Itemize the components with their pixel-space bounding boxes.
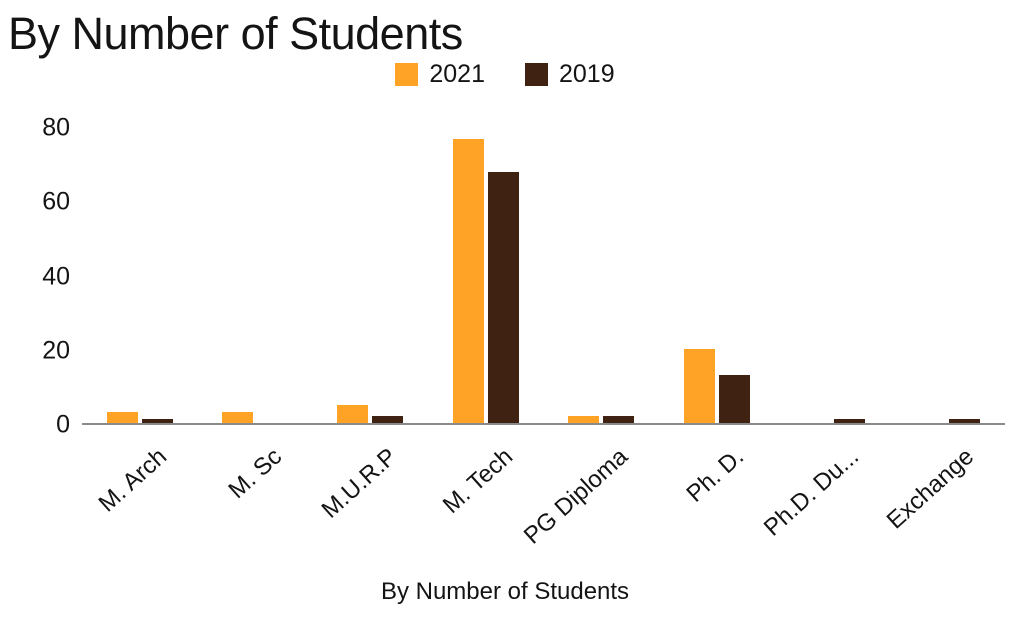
- bar-2019-m-arch[interactable]: [141, 419, 173, 423]
- legend-item-2019[interactable]: 2019: [525, 60, 615, 89]
- legend-label: 2019: [559, 60, 615, 88]
- bar-2019-ph-d[interactable]: [718, 375, 750, 423]
- y-tick-label-20: 20: [42, 336, 70, 365]
- bar-group-exchange: [890, 128, 1005, 423]
- bar-2019-pg-diploma[interactable]: [603, 415, 635, 423]
- x-tick-label-m-arch: M. Arch: [93, 443, 172, 518]
- legend-swatch-2019: [525, 63, 548, 86]
- y-tick-label-60: 60: [42, 187, 70, 216]
- legend-item-2021[interactable]: 2021: [395, 60, 485, 89]
- legend: 2021 2019: [0, 60, 1010, 89]
- bar-2019-m-u-r-p[interactable]: [372, 415, 404, 423]
- x-axis-labels: M. Arch M. Sc M.U.R.P M. Tech PG Diploma Ph. …: [82, 433, 1005, 558]
- bar-2021-m-tech[interactable]: [452, 139, 484, 423]
- legend-swatch-2021: [395, 63, 419, 86]
- bar-2019-ph-d-du[interactable]: [833, 419, 865, 423]
- y-tick-label-40: 40: [42, 262, 70, 290]
- x-tick-label-m-tech: M. Tech: [437, 443, 518, 520]
- legend-label: 2021: [429, 60, 485, 88]
- bar-2021-pg-diploma[interactable]: [568, 415, 600, 423]
- x-tick-label-m-u-r-p: M.U.R.P: [317, 443, 403, 524]
- x-tick-label-exchange: Exchange: [881, 443, 980, 535]
- x-tick-label-ph-d-du: Ph.D. Du...: [758, 443, 865, 542]
- x-tick-label-pg-diploma: PG Diploma: [519, 443, 634, 550]
- bar-2021-ph-d[interactable]: [683, 349, 715, 423]
- chart-title: By Number of Students: [8, 8, 463, 59]
- bar-2019-m-tech[interactable]: [487, 172, 519, 423]
- bar-2021-m-u-r-p[interactable]: [337, 404, 369, 423]
- x-tick-label-m-sc: M. Sc: [223, 443, 288, 505]
- bar-2019-exchange[interactable]: [949, 419, 981, 423]
- bar-group-m-tech: [428, 128, 543, 423]
- y-tick-label-0: 0: [56, 410, 70, 439]
- x-tick-label-ph-d: Ph. D.: [680, 443, 749, 508]
- bar-group-ph-d: [659, 128, 774, 423]
- bar-2021-m-sc[interactable]: [222, 411, 254, 423]
- bar-group-m-sc: [197, 128, 312, 423]
- bar-group-m-u-r-p: [313, 128, 428, 423]
- x-axis-title: By Number of Students: [380, 578, 630, 605]
- y-tick-label-80: 80: [42, 113, 70, 142]
- y-axis: 0 20 40 60 80: [0, 115, 70, 437]
- bar-2021-m-arch[interactable]: [106, 411, 138, 423]
- bar-group-ph-d-du: [774, 128, 889, 423]
- bar-group-m-arch: [82, 128, 197, 423]
- bar-group-pg-diploma: [544, 128, 659, 423]
- plot: [82, 128, 1005, 425]
- plot-area: [82, 128, 1005, 425]
